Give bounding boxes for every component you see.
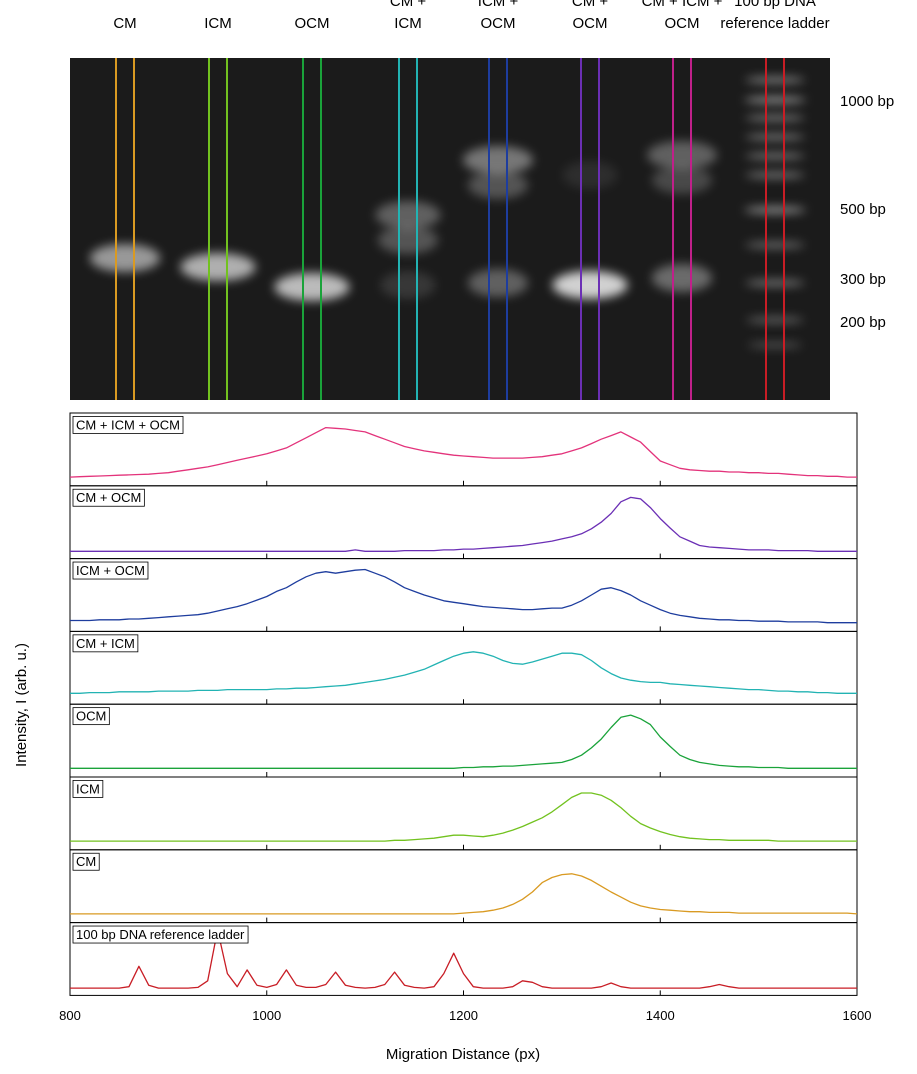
- panel-frame: [70, 777, 857, 850]
- x-tick-label: 1600: [843, 1008, 872, 1023]
- gel-band: [745, 115, 805, 121]
- gel-band: [748, 342, 803, 348]
- legend-label: OCM: [76, 709, 106, 724]
- panel-frame: [70, 486, 857, 559]
- gel-band: [652, 264, 712, 292]
- y-axis-label: Intensity, I (arb. u.): [13, 643, 30, 767]
- panel-frame: [70, 850, 857, 923]
- size-label: 1000 bp: [840, 93, 894, 110]
- data-line: [70, 793, 857, 841]
- gel-band: [275, 273, 350, 301]
- legend-label: CM: [76, 854, 96, 869]
- lane-label: CM +: [390, 0, 426, 10]
- lane-label: ICM: [394, 15, 422, 32]
- x-tick-label: 1200: [449, 1008, 478, 1023]
- lane-label: reference ladder: [720, 15, 829, 32]
- legend-label: CM + ICM + OCM: [76, 417, 180, 432]
- lane-label: OCM: [665, 15, 700, 32]
- gel-band: [563, 161, 618, 189]
- lane-label: ICM: [204, 15, 232, 32]
- lane-label: ICM +: [478, 0, 519, 10]
- x-tick-label: 1400: [646, 1008, 675, 1023]
- gel-band: [745, 153, 805, 159]
- gel-band: [745, 280, 805, 286]
- gel-band: [746, 317, 804, 323]
- data-line: [70, 652, 857, 694]
- lane-label: CM +: [572, 0, 608, 10]
- gel-band: [745, 172, 805, 178]
- legend-label: ICM: [76, 781, 100, 796]
- gel-band: [744, 207, 806, 213]
- gel-band: [553, 271, 628, 299]
- size-label: 200 bp: [840, 314, 886, 331]
- gel-band: [652, 166, 712, 194]
- data-line: [70, 874, 857, 914]
- gel-band: [744, 97, 806, 103]
- gel-band: [647, 141, 717, 169]
- gel-image: [70, 58, 830, 400]
- x-tick-label: 1000: [252, 1008, 281, 1023]
- legend-label: CM + OCM: [76, 490, 141, 505]
- lane-label: CM + ICM +: [642, 0, 723, 10]
- gel-band: [468, 171, 528, 199]
- gel-band: [745, 134, 805, 140]
- x-axis-label: Migration Distance (px): [386, 1046, 540, 1063]
- x-tick-label: 800: [59, 1008, 81, 1023]
- panel-frame: [70, 704, 857, 777]
- gel-band: [381, 271, 436, 299]
- legend-label: 100 bp DNA reference ladder: [76, 927, 245, 942]
- data-line: [70, 715, 857, 768]
- legend-label: CM + ICM: [76, 636, 135, 651]
- lane-label: OCM: [481, 15, 516, 32]
- gel-band: [745, 242, 805, 248]
- gel-band: [181, 253, 256, 281]
- gel-band: [378, 226, 438, 254]
- panel-frame: [70, 413, 857, 486]
- lane-label: OCM: [295, 15, 330, 32]
- data-line: [70, 497, 857, 551]
- legend-label: ICM + OCM: [76, 563, 145, 578]
- data-line: [70, 570, 857, 623]
- data-line: [70, 428, 857, 478]
- lane-label: OCM: [573, 15, 608, 32]
- gel-band: [376, 201, 441, 229]
- gel-band: [745, 77, 805, 83]
- panel-frame: [70, 631, 857, 704]
- gel-band: [463, 146, 533, 174]
- gel-band: [90, 244, 160, 272]
- size-label: 500 bp: [840, 201, 886, 218]
- lane-label: 100 bp DNA: [734, 0, 816, 10]
- size-label: 300 bp: [840, 271, 886, 288]
- lane-label: CM: [113, 15, 136, 32]
- gel-band: [468, 269, 528, 297]
- figure: CM ICM OCM CM + ICM ICM + OCM CM + OCM CM + ICM +…: [0, 0, 917, 1069]
